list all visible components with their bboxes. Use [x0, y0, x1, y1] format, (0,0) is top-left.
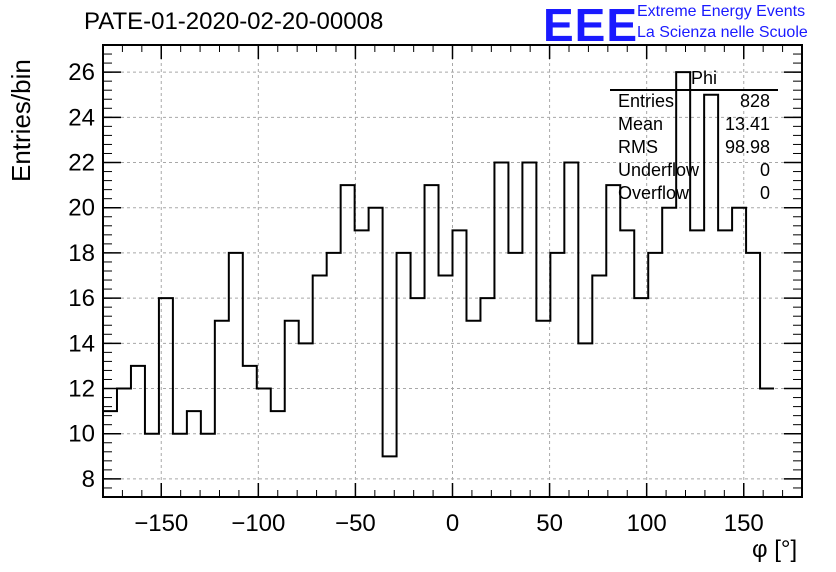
- x-axis-label: φ [°]: [752, 536, 798, 563]
- x-tick-label: −150: [134, 510, 188, 537]
- y-tick-label: 16: [68, 285, 95, 312]
- y-tick-label: 26: [68, 59, 95, 86]
- chart-title: PATE-01-2020-02-20-00008: [84, 8, 384, 35]
- stats-value: 0: [759, 183, 770, 203]
- x-tick-label: −100: [231, 510, 285, 537]
- stats-label: Overflow: [618, 183, 690, 203]
- y-tick-label: 14: [68, 330, 95, 357]
- stats-label: RMS: [618, 137, 658, 157]
- stats-row-underflow: Underflow 0: [610, 159, 778, 182]
- stats-label: Entries: [618, 91, 675, 111]
- tick-labels: 8 10 12 14 16 18 20 22 24 26 −150 −100 −50 0 50 100 150: [68, 59, 763, 537]
- y-tick-label: 18: [68, 240, 95, 267]
- logo-line-2: La Scienza nelle Scuole: [637, 24, 808, 41]
- y-tick-label: 24: [68, 104, 95, 131]
- x-tick-label: −50: [335, 510, 376, 537]
- stats-value: 98.98: [724, 137, 770, 157]
- stats-label: Underflow: [618, 160, 700, 180]
- x-tick-label: 150: [724, 510, 764, 537]
- stats-box-name: Phi: [690, 68, 717, 88]
- x-tick-label: 50: [536, 510, 563, 537]
- stats-box: Phi Entries 828 Mean 13.41 RMS 98.98 Und…: [610, 66, 778, 205]
- eee-logo: EEE: [543, 0, 639, 51]
- y-axis-label: Entries/bin: [6, 59, 36, 182]
- x-tick-label: 0: [446, 510, 459, 537]
- stats-value: 0: [759, 160, 770, 180]
- histogram-line: [103, 71, 775, 458]
- x-tick-label: 100: [627, 510, 667, 537]
- stats-value: 13.41: [724, 114, 770, 134]
- axis-ticks: [103, 44, 802, 498]
- y-tick-label: 10: [68, 421, 95, 448]
- y-tick-label: 22: [68, 150, 95, 177]
- y-tick-label: 8: [82, 466, 95, 493]
- y-tick-label: 20: [68, 195, 95, 222]
- stats-label: Mean: [618, 114, 664, 134]
- stats-row-rms: RMS 98.98: [610, 136, 778, 159]
- logo-line-1: Extreme Energy Events: [637, 3, 806, 20]
- stats-value: 828: [739, 91, 770, 111]
- y-tick-label: 12: [68, 376, 95, 403]
- stats-row-entries: Entries 828: [610, 90, 778, 113]
- stats-row-mean: Mean 13.41: [610, 113, 778, 136]
- stats-row-overflow: Overflow 0: [610, 182, 778, 205]
